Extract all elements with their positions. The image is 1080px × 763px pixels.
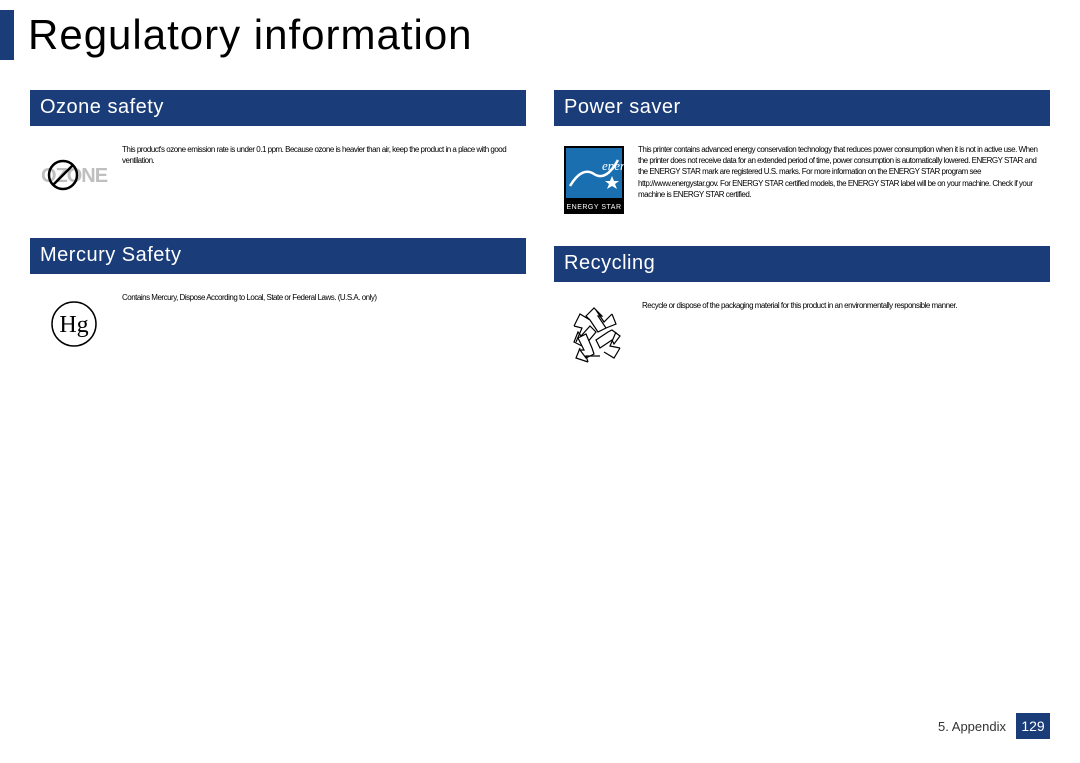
footer-section-label: 5. Appendix — [938, 719, 1006, 734]
energystar-label: ENERGY STAR — [566, 204, 621, 211]
page-title: Regulatory information — [28, 11, 473, 59]
ozone-text: This product's ozone emission rate is un… — [122, 144, 518, 166]
title-row: Regulatory information — [0, 0, 1080, 72]
power-body: energy ENERGY STAR This printer contains… — [554, 126, 1050, 246]
power-text: This printer contains advanced energy co… — [638, 144, 1042, 200]
right-column: Power saver energy ENERGY STAR This prin… — [554, 90, 1050, 398]
content-columns: Ozone safety OZONE This product's ozone … — [0, 72, 1080, 398]
page-number: 129 — [1016, 713, 1050, 739]
power-heading: Power saver — [554, 90, 1050, 126]
recycling-icon — [562, 300, 630, 368]
title-accent-bar — [0, 10, 14, 60]
energystar-icon: energy ENERGY STAR — [562, 144, 626, 216]
page-footer: 5. Appendix 129 — [938, 713, 1050, 739]
ozone-body: OZONE This product's ozone emission rate… — [30, 126, 526, 238]
ozone-heading: Ozone safety — [30, 90, 526, 126]
mercury-icon-text: Hg — [59, 312, 88, 338]
mercury-text: Contains Mercury, Dispose According to L… — [122, 292, 377, 303]
svg-text:energy: energy — [602, 158, 624, 173]
left-column: Ozone safety OZONE This product's ozone … — [30, 90, 526, 398]
mercury-body: Hg Contains Mercury, Dispose According t… — [30, 274, 526, 386]
ozone-icon: OZONE — [38, 144, 110, 208]
mercury-heading: Mercury Safety — [30, 238, 526, 274]
recycling-body: Recycle or dispose of the packaging mate… — [554, 282, 1050, 398]
recycling-heading: Recycling — [554, 246, 1050, 282]
mercury-icon: Hg — [38, 292, 110, 356]
recycling-text: Recycle or dispose of the packaging mate… — [642, 300, 957, 311]
